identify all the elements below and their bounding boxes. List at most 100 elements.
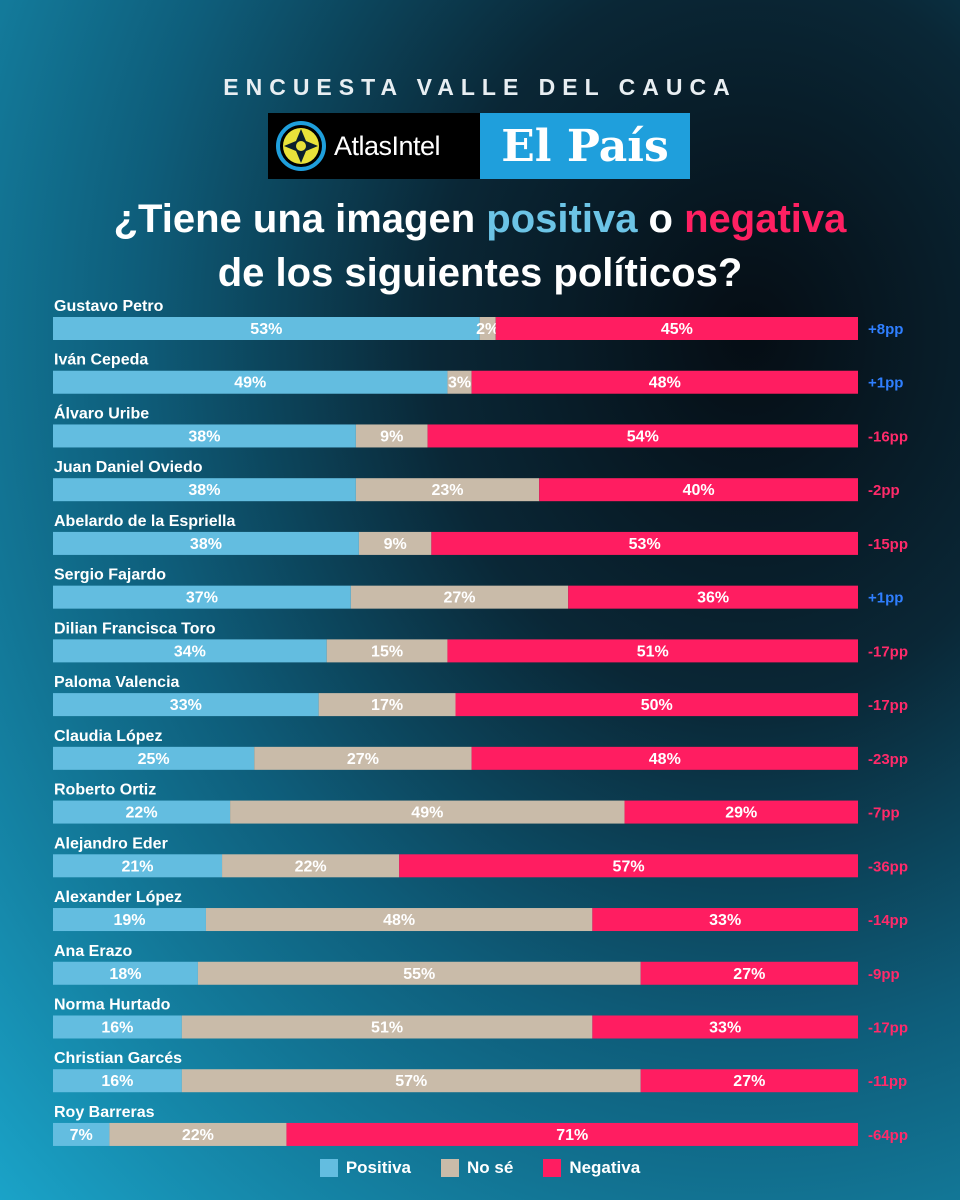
category-label: Alejandro Eder [54,835,168,852]
category-label: Juan Daniel Oviedo [54,459,203,476]
legend-label-unknown: No sé [467,1158,514,1177]
bar-segment-unknown [355,478,540,502]
legend-swatch-positive [319,1159,338,1177]
bar-value-label: 71% [556,1127,588,1144]
category-label: Paloma Valencia [54,674,180,691]
bar-value-label: 23% [432,482,464,499]
category-label: Ana Erazo [54,943,132,960]
bar-value-label: 27% [347,751,379,768]
bar-value-label: 15% [371,643,403,660]
chart-title: ¿Tiene una imagen positiva o negativa de… [0,192,960,300]
bar-value-label: 48% [649,375,681,392]
bar-value-label: 57% [395,1073,427,1090]
category-label: Abelardo de la Espriella [54,513,236,530]
bar-value-label: 38% [188,482,220,499]
bar-segment-unknown [205,908,593,932]
bar-segment-positive [53,585,351,609]
category-label: Iván Cepeda [54,352,148,369]
bar-segment-negative [447,639,858,663]
category-label: Gustavo Petro [54,298,164,315]
bar-segment-positive [53,800,231,824]
bar-value-label: 22% [126,805,158,822]
bar-segment-unknown [109,1122,287,1146]
bar-segment-unknown [254,746,472,770]
bar-segment-negative [431,531,858,555]
legend-item-negative: Negativa [543,1158,640,1178]
bar-segment-negative [286,1122,858,1146]
bar-value-label: 16% [101,1019,133,1036]
bar-value-label: 25% [138,751,170,768]
legend-swatch-negative [543,1159,562,1177]
bar-value-label: 9% [380,428,403,445]
bar-value-label: 45% [661,321,693,338]
legend-label-negative: Negativa [569,1158,641,1177]
bar-value-label: 27% [733,1073,765,1090]
bar-value-label: 53% [250,321,282,338]
bar-segment-negative [624,800,858,824]
legend-item-unknown: No sé [441,1158,513,1178]
bar-segment-unknown [181,1069,641,1093]
category-label: Sergio Fajardo [54,567,166,584]
bar-segment-positive [53,746,255,770]
bar-value-label: 17% [371,697,403,714]
bar-value-label: 33% [709,1019,741,1036]
bar-value-label: 33% [709,912,741,929]
bar-value-label: 2% [476,321,499,338]
bar-segment-positive [53,693,319,717]
bar-value-label: 38% [190,536,222,553]
category-label: Norma Hurtado [54,996,171,1013]
bar-value-label: 33% [170,697,202,714]
title-part2: o [637,197,685,241]
bar-value-label: 55% [403,966,435,983]
delta-label: -14pp [868,912,908,929]
bar-segment-unknown [358,531,432,555]
legend-label-positive: Positiva [345,1158,412,1177]
legend: Positiva No sé Negativa [0,1158,960,1178]
bar-value-label: 27% [733,966,765,983]
delta-label: -17pp [868,697,908,714]
bar-value-label: 16% [101,1073,133,1090]
bar-segment-unknown [326,639,448,663]
category-label: Roy Barreras [54,1104,155,1121]
bar-segment-negative [592,1015,858,1039]
elpais-logo: El País [480,113,690,179]
bar-value-label: 27% [444,590,476,607]
delta-label: -17pp [868,643,908,660]
delta-label: -16pp [868,428,908,445]
bar-segment-positive [53,424,356,448]
bar-segment-unknown [181,1015,593,1039]
bar-value-label: 57% [613,858,645,875]
bar-value-label: 19% [113,912,145,929]
category-label: Dilian Francisca Toro [54,620,216,637]
delta-label: -36pp [868,858,908,875]
bar-segment-unknown [355,424,428,448]
bar-value-label: 48% [649,751,681,768]
bar-value-label: 3% [448,375,471,392]
bar-segment-unknown [350,585,569,609]
bar-segment-negative [592,908,858,932]
category-label: Christian Garcés [54,1050,182,1067]
bar-segment-positive [53,317,480,340]
bar-value-label: 49% [234,375,266,392]
delta-label: -2pp [868,482,900,499]
bar-value-label: 22% [182,1127,214,1144]
bar-segment-positive [53,854,223,878]
bar-value-label: 9% [384,536,407,553]
bar-value-label: 50% [641,697,673,714]
atlasintel-compass-icon [276,121,326,171]
bar-segment-negative [539,478,858,502]
bar-segment-positive [53,908,206,932]
bar-value-label: 49% [411,805,443,822]
bar-value-label: 51% [371,1019,403,1036]
bar-segment-unknown [318,693,456,717]
bar-value-label: 22% [295,858,327,875]
logos: AtlasIntel El País [268,113,690,179]
bar-segment-negative [455,693,858,717]
bar-segment-positive [53,1015,182,1039]
bar-segment-negative [495,317,858,340]
bar-segment-unknown [197,961,641,985]
bar-value-label: 21% [122,858,154,875]
bar-segment-unknown [447,370,472,394]
bar-segment-negative [640,961,858,985]
